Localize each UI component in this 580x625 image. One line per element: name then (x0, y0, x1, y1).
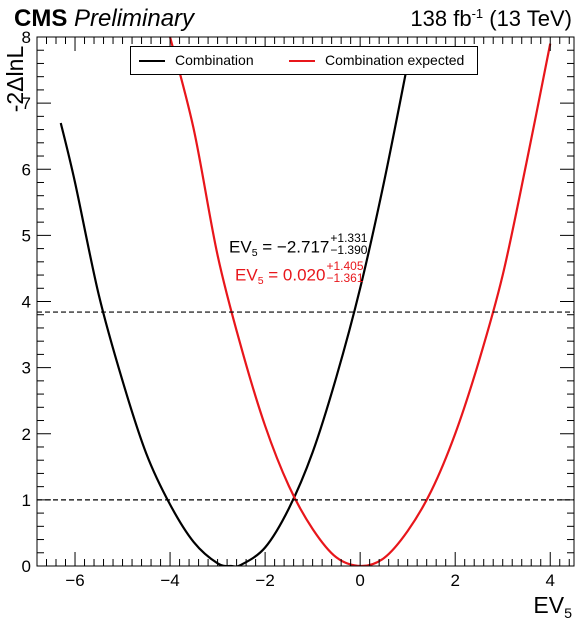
observed-result-down: −1.390 (330, 243, 368, 257)
observed-result-subscript: 5 (251, 247, 258, 260)
x-tick-label: −4 (160, 571, 179, 590)
legend-label-combination: Combination (175, 52, 254, 68)
legend-item-combination: Combination (139, 47, 254, 74)
y-tick-label: 6 (22, 160, 31, 179)
legend: Combination Combination expected (130, 46, 478, 75)
legend-item-expected: Combination expected (289, 47, 464, 74)
x-axis-label: EV5 (533, 590, 572, 624)
experiment-name: CMS (14, 5, 68, 32)
ticks-layer (36, 36, 574, 567)
expected-result: EV5 = 0.020 +1.405 −1.361 (235, 260, 364, 288)
y-axis-label: -2ΔlnL (2, 45, 28, 113)
expected-result-central: = 0.020 (263, 265, 326, 285)
legend-swatch-combination (139, 60, 165, 63)
expected-result-symbol: EV (235, 265, 258, 285)
curves-layer (59, 37, 552, 566)
y-tick-label: 0 (22, 557, 31, 576)
x-axis-label-text: EV (533, 592, 565, 618)
x-tick-label: −2 (255, 571, 274, 590)
experiment-label: CMS Preliminary (14, 4, 194, 34)
x-axis-label-subscript: 5 (564, 605, 572, 622)
tick-labels-layer: −6 −4 −2 0 2 4 0 1 2 3 4 5 6 7 8 (22, 28, 555, 590)
y-tick-label: 5 (22, 226, 31, 245)
legend-swatch-expected (289, 60, 315, 63)
y-tick-label: 3 (22, 359, 31, 378)
observed-result-uncertainty: +1.331 −1.390 (330, 232, 367, 256)
status-label: Preliminary (74, 5, 195, 32)
plot-frame (36, 36, 575, 567)
y-tick-label: 1 (22, 491, 31, 510)
expected-result-subscript: 5 (257, 275, 264, 288)
y-tick-label: 4 (22, 293, 31, 312)
expected-result-up: +1.405 (326, 259, 364, 273)
expected-result-down: −1.361 (326, 271, 364, 285)
series-line-combination (59, 63, 409, 566)
expected-result-uncertainty: +1.405 −1.361 (326, 260, 363, 284)
observed-result-up: +1.331 (330, 231, 368, 245)
energy-label: (13 TeV) (489, 6, 572, 31)
x-tick-label: −6 (65, 571, 84, 590)
y-tick-label: 7 (22, 94, 31, 113)
series-line-combination-expected (168, 37, 552, 566)
lumi-value: 138 fb (410, 6, 472, 31)
observed-result-central: = −2.717 (257, 237, 330, 257)
observed-result: EV5 = −2.717 +1.331 −1.390 (229, 232, 367, 260)
lumi-label: 138 fb-1 (13 TeV) (410, 4, 572, 37)
y-tick-label: 2 (22, 425, 31, 444)
x-tick-label: 4 (546, 571, 555, 590)
x-tick-label: 0 (355, 571, 364, 590)
reference-lines-layer (37, 311, 574, 501)
legend-label-expected: Combination expected (325, 52, 465, 68)
observed-result-symbol: EV (229, 237, 252, 257)
lumi-exponent: -1 (471, 6, 484, 21)
y-tick-label: 8 (22, 28, 31, 47)
x-tick-label: 2 (450, 571, 459, 590)
